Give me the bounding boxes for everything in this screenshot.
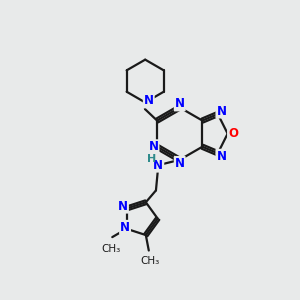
Text: O: O xyxy=(228,127,238,140)
Text: N: N xyxy=(216,105,226,118)
Text: CH₃: CH₃ xyxy=(101,244,120,254)
Text: N: N xyxy=(216,150,226,163)
Text: N: N xyxy=(175,98,185,110)
Text: N: N xyxy=(153,159,163,172)
Text: CH₃: CH₃ xyxy=(141,256,160,266)
Text: N: N xyxy=(118,200,128,213)
Text: N: N xyxy=(144,94,154,107)
Text: H: H xyxy=(147,154,156,164)
Text: N: N xyxy=(120,221,130,234)
Text: N: N xyxy=(175,157,185,170)
Text: N: N xyxy=(148,140,158,153)
